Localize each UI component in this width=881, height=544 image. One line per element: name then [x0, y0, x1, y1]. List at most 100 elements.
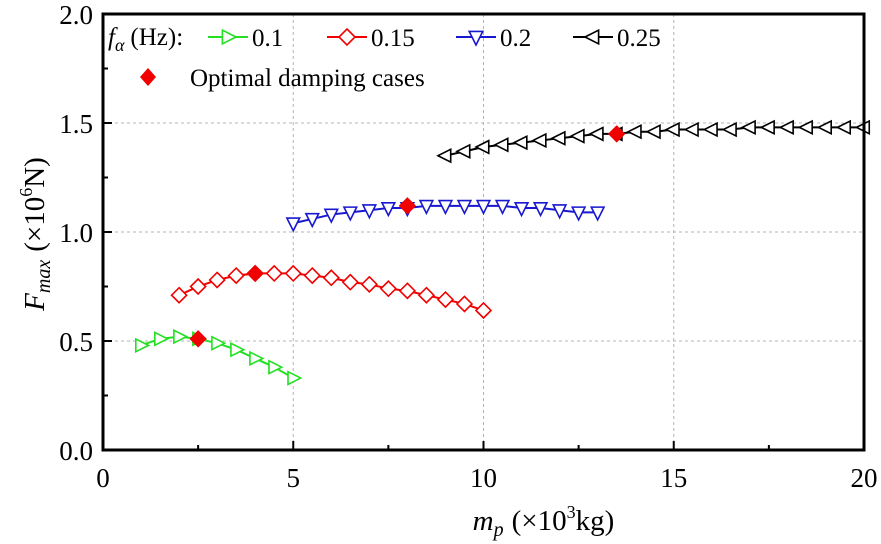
data-point [265, 264, 283, 283]
data-point [550, 130, 566, 146]
data-point [721, 121, 737, 138]
data-point [360, 275, 378, 293]
data-point [361, 204, 378, 220]
data-point [740, 119, 756, 136]
optimal-points-group [189, 125, 626, 348]
y-axis-var: F [19, 293, 51, 312]
data-point [664, 121, 680, 138]
data-point [531, 132, 547, 149]
x-tick-label: 0 [96, 463, 110, 493]
data-point [588, 126, 604, 142]
optimal-point [189, 330, 207, 348]
data-point [135, 337, 151, 354]
data-point [208, 271, 226, 289]
data-point [211, 335, 227, 351]
legend: fα (Hz): 0.1 0.15 0.2 0.25 Optimal damping c… [108, 24, 661, 92]
y-axis-sub: max [33, 260, 55, 293]
legend-entries: 0.1 0.15 0.2 0.25 [208, 25, 661, 52]
data-point [645, 124, 661, 140]
legend-entry-0.1: 0.1 [208, 25, 283, 52]
data-point [702, 121, 718, 138]
series-0.1 [135, 328, 303, 386]
data-point [323, 208, 339, 224]
legend-marker [221, 28, 238, 46]
data-point [474, 301, 493, 320]
x-axis-unit-post: kg) [576, 505, 615, 537]
y-tick-label: 1.0 [59, 218, 93, 248]
data-point [436, 290, 455, 309]
data-point [287, 370, 303, 386]
y-axis-unit-sup: 6 [16, 188, 36, 197]
legend-title-sub: α [115, 35, 125, 55]
data-point [589, 206, 606, 222]
legend-title-var: f [108, 24, 118, 51]
y-tick-label: 0.0 [59, 436, 93, 466]
data-point [173, 328, 189, 345]
legend-optimal-marker [140, 68, 156, 86]
x-tick-label: 5 [287, 463, 301, 493]
optimal-point [607, 125, 626, 143]
legend-label: 0.25 [617, 25, 661, 52]
data-point [835, 119, 852, 136]
data-point [493, 137, 509, 153]
data-point [797, 119, 813, 136]
data-point [456, 199, 473, 216]
data-point [189, 277, 207, 296]
data-point [513, 201, 530, 218]
data-point [304, 212, 320, 229]
data-point [569, 128, 585, 144]
data-point [341, 273, 359, 291]
legend-optimal-label: Optimal damping cases [190, 65, 425, 92]
legend-marker [467, 30, 485, 47]
data-point [230, 342, 246, 358]
x-tick-label: 10 [470, 463, 497, 493]
optimal-point [246, 264, 264, 283]
data-point [455, 295, 474, 313]
ticks-group: 0 5 10 15 20 0.0 0.5 1.0 1.5 2.0 [59, 0, 877, 493]
x-tick-label: 15 [660, 463, 687, 493]
data-point [379, 280, 398, 298]
data-point [170, 286, 188, 304]
data-point [455, 143, 471, 160]
x-axis-unit-pre: (×10 [512, 505, 567, 537]
x-axis-sub: p [492, 519, 504, 541]
series-group [135, 119, 871, 386]
y-tick-label: 2.0 [59, 0, 93, 30]
y-axis-unit-pre: (×10 [19, 197, 51, 252]
data-point [494, 199, 511, 216]
data-point [322, 269, 340, 287]
data-point [154, 331, 170, 347]
legend-entry-0.15: 0.15 [327, 25, 415, 52]
data-point [249, 350, 265, 367]
data-point [380, 201, 397, 218]
data-point [398, 282, 417, 300]
optimal-point [398, 197, 417, 215]
data-point [436, 148, 452, 164]
x-axis-unit-sup: 3 [567, 502, 576, 522]
series-0.15 [170, 264, 493, 320]
data-point [417, 286, 436, 304]
y-tick-label: 1.5 [59, 109, 93, 139]
data-point [342, 206, 358, 222]
x-tick-label: 20 [851, 463, 878, 493]
legend-title-unit: (Hz): [130, 24, 183, 51]
data-point [816, 119, 832, 136]
legend-entry-0.2: 0.2 [456, 25, 531, 52]
x-axis-var: m [473, 505, 494, 537]
legend-marker [337, 27, 357, 47]
data-point [778, 119, 794, 136]
legend-marker [583, 28, 600, 46]
series-0.25 [436, 119, 871, 164]
x-axis-title: mp (×103kg) [473, 502, 615, 541]
legend-label: 0.15 [371, 25, 415, 52]
series-0.2 [285, 199, 606, 233]
data-point [512, 134, 528, 151]
legend-label: 0.2 [500, 25, 531, 52]
data-point [285, 217, 301, 233]
data-point [626, 124, 642, 140]
data-point [437, 199, 454, 216]
data-point [683, 121, 699, 138]
legend-label: 0.1 [252, 25, 283, 52]
data-point [759, 119, 775, 136]
